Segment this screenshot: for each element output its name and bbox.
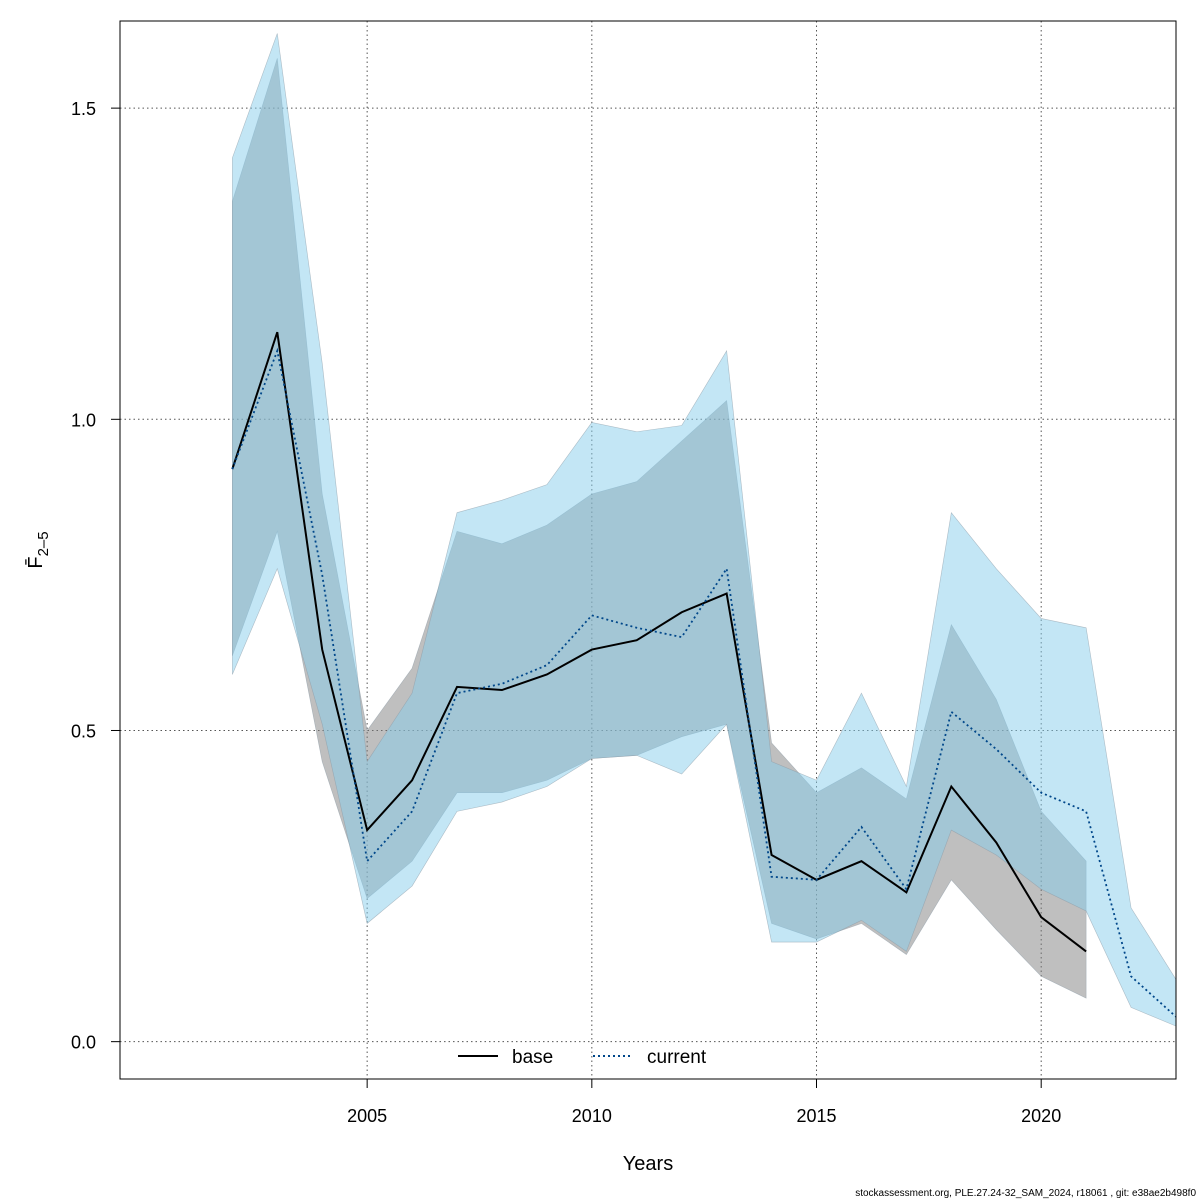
y-tick-label-0-5: 0.5	[71, 721, 96, 741]
x-axis-title: Years	[623, 1153, 673, 1175]
x-axis-ticks: 2005 2010 2015 2020	[347, 1079, 1061, 1126]
y-tick-label-1-5: 1.5	[71, 99, 96, 119]
footer-source-text: stockassessment.org, PLE.27.24-32_SAM_20…	[855, 1188, 1196, 1199]
y-axis-title-group: F̄2–5	[24, 531, 52, 568]
legend: base current	[458, 1047, 707, 1068]
y-axis-title-main: F̄	[24, 556, 47, 568]
series-line-base	[231, 331, 1087, 953]
legend-label-current: current	[647, 1047, 707, 1068]
x-tick-label-2005: 2005	[347, 1106, 387, 1126]
x-tick-label-2015: 2015	[796, 1106, 836, 1126]
y-axis-title-subscript: 2–5	[35, 531, 52, 556]
y-tick-label-0: 0.0	[71, 1033, 96, 1053]
y-axis-title: F̄2–5	[24, 531, 52, 568]
y-axis-ticks: 0.0 0.5 1.0 1.5	[71, 99, 120, 1053]
x-tick-label-2010: 2010	[572, 1106, 612, 1126]
plot-frame	[119, 20, 1177, 1080]
y-tick-label-1: 1.0	[71, 410, 96, 430]
x-tick-label-2020: 2020	[1021, 1106, 1061, 1126]
series-lines	[231, 331, 1177, 1018]
legend-label-base: base	[512, 1047, 553, 1068]
